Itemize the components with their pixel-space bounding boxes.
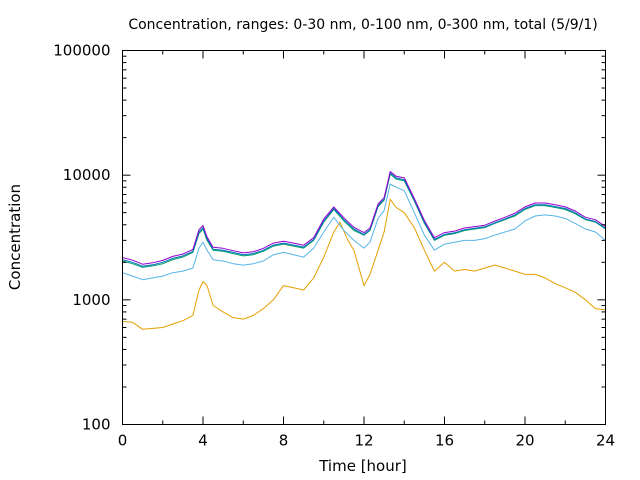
y-tick-label: 100000: [53, 42, 110, 60]
x-tick-label: 16: [435, 432, 454, 450]
series-line-2: [122, 183, 606, 281]
y-axis-label: Concentration: [6, 184, 24, 290]
ticks-group: 0 4 8 12 16 20 24 100 1000 10000 100000: [53, 42, 615, 450]
plot-frame: [122, 50, 606, 425]
y-tick-label: 100: [82, 416, 111, 434]
series-line-1: [122, 198, 606, 330]
y-tick-label: 10000: [63, 166, 111, 184]
chart-title: Concentration, ranges: 0-30 nm, 0-100 nm…: [128, 17, 597, 33]
x-tick-label: 4: [198, 432, 208, 450]
y-tick-label: 1000: [72, 291, 110, 309]
series-line-3: [122, 173, 606, 268]
series-group: [122, 171, 606, 330]
x-tick-label: 8: [279, 432, 289, 450]
x-tick-label: 20: [515, 432, 534, 450]
x-tick-label: 12: [354, 432, 373, 450]
x-tick-label: 24: [596, 432, 615, 450]
series-line-5: [122, 171, 606, 265]
series-line-4: [122, 172, 606, 267]
x-axis-label: Time [hour]: [318, 457, 407, 475]
x-tick-label: 0: [118, 432, 128, 450]
